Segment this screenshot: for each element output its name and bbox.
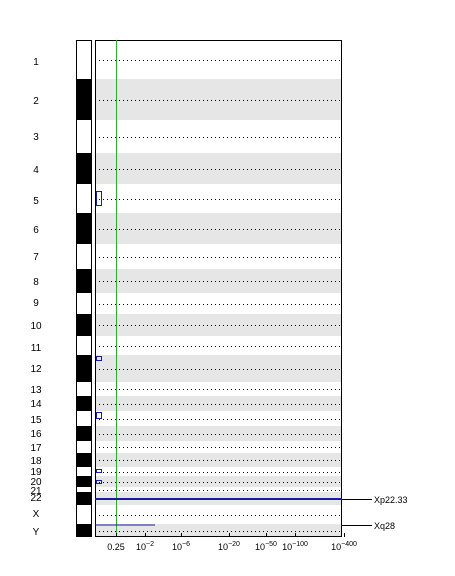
row-band-2 bbox=[95, 79, 342, 120]
x-tick-label: 10−100 bbox=[282, 541, 308, 552]
x-tick-label: 10−400 bbox=[331, 541, 357, 552]
ideogram-block-15 bbox=[76, 411, 92, 426]
plot-border bbox=[95, 40, 342, 537]
row-band-18 bbox=[95, 453, 342, 467]
marker-chr19 bbox=[96, 469, 102, 473]
ideogram-block-19 bbox=[76, 467, 92, 476]
ideogram-block-18 bbox=[76, 453, 92, 467]
chromosome-ideogram bbox=[76, 40, 92, 537]
plot-area bbox=[95, 40, 342, 537]
chromosome-label-21: 21 bbox=[30, 486, 42, 497]
ideogram-block-14 bbox=[76, 396, 92, 411]
row-band-Y bbox=[95, 524, 342, 537]
ideogram-block-21 bbox=[76, 487, 92, 492]
annotations: Xp22.33 Xq28 bbox=[342, 495, 408, 531]
ideogram-block-11 bbox=[76, 336, 92, 355]
ideogram-border bbox=[76, 40, 92, 537]
x-tick-label: 10−6 bbox=[172, 541, 190, 552]
chromosome-label-6: 6 bbox=[33, 225, 39, 236]
chromosome-label-4: 4 bbox=[33, 165, 39, 176]
x-tick-label: 10−50 bbox=[255, 541, 277, 552]
x-tick-label: 10−2 bbox=[136, 541, 154, 552]
ideogram-block-12 bbox=[76, 355, 92, 382]
chromosome-label-17: 17 bbox=[30, 443, 42, 454]
chromosome-label-2: 2 bbox=[33, 96, 39, 107]
row-band-20 bbox=[95, 476, 342, 487]
ideogram-block-1 bbox=[76, 40, 92, 79]
ideogram-block-2 bbox=[76, 79, 92, 120]
chromosome-label-12: 12 bbox=[30, 364, 42, 375]
chromosome-label-22: 22 bbox=[30, 493, 42, 504]
row-band-10 bbox=[95, 314, 342, 336]
ideogram-block-X bbox=[76, 505, 92, 524]
annotation-label-2: Xq28 bbox=[374, 521, 395, 531]
marker-chr5 bbox=[96, 191, 102, 206]
annotation-label-1: Xp22.33 bbox=[374, 495, 408, 505]
ideogram-block-13 bbox=[76, 382, 92, 396]
row-band-14 bbox=[95, 396, 342, 411]
marker-chr15 bbox=[96, 412, 102, 419]
row-band-6 bbox=[95, 213, 342, 244]
ideogram-block-Y bbox=[76, 524, 92, 537]
ideogram-block-16 bbox=[76, 426, 92, 441]
row-band-12 bbox=[95, 355, 342, 382]
ideogram-block-4 bbox=[76, 153, 92, 184]
marker-chr20 bbox=[96, 480, 102, 484]
x-tick-label: 10−20 bbox=[218, 541, 240, 552]
chromosome-label-14: 14 bbox=[30, 399, 42, 410]
chromosome-label-1: 1 bbox=[33, 57, 39, 68]
ideogram-block-10 bbox=[76, 314, 92, 336]
chromosome-label-3: 3 bbox=[33, 132, 39, 143]
ideogram-block-5 bbox=[76, 184, 92, 213]
x-tick-label: 0.25 bbox=[107, 542, 125, 552]
ideogram-block-6 bbox=[76, 213, 92, 244]
ideogram-block-8 bbox=[76, 269, 92, 293]
chromosome-label-15: 15 bbox=[30, 415, 42, 426]
ideogram-block-20 bbox=[76, 476, 92, 487]
chromosome-label-10: 10 bbox=[30, 321, 42, 332]
chromosome-label-8: 8 bbox=[33, 277, 39, 288]
chromosome-label-Y: Y bbox=[33, 527, 40, 538]
chromosome-label-11: 11 bbox=[31, 343, 42, 354]
chromosome-label-7: 7 bbox=[33, 252, 39, 263]
ideogram-block-22 bbox=[76, 492, 92, 505]
ideogram-block-17 bbox=[76, 441, 92, 453]
row-band-16 bbox=[95, 426, 342, 441]
chromosome-label-5: 5 bbox=[33, 196, 39, 207]
x-axis: 0.25 10−2 10−6 10−20 10−50 10−100 10−400 bbox=[107, 533, 357, 552]
ideogram-block-7 bbox=[76, 244, 92, 269]
chromosome-label-19: 19 bbox=[30, 467, 42, 478]
chromosome-label-18: 18 bbox=[30, 456, 42, 467]
chromosome-label-13: 13 bbox=[30, 385, 42, 396]
row-band-4 bbox=[95, 153, 342, 184]
chromosome-label-20: 20 bbox=[30, 477, 42, 488]
ideogram-block-3 bbox=[76, 120, 92, 153]
chromosome-label-9: 9 bbox=[33, 298, 39, 309]
ideogram-block-9 bbox=[76, 293, 92, 314]
chromosome-label-X: X bbox=[33, 509, 40, 520]
marker-chr12 bbox=[96, 356, 102, 361]
row-band-8 bbox=[95, 269, 342, 293]
chromosome-label-16: 16 bbox=[30, 429, 42, 440]
